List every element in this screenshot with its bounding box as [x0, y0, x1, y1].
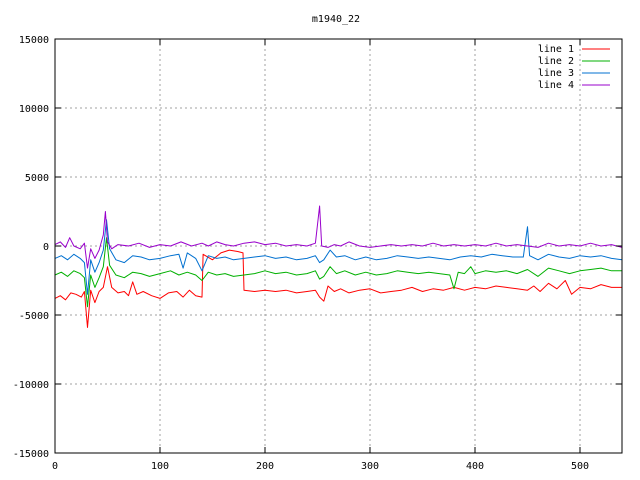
y-tick-label: 15000 [19, 35, 49, 46]
x-tick-label: 400 [466, 461, 484, 472]
series-line-1 [54, 249, 622, 328]
axes: -15000 -10000 -5000 0 5000 10000 15000 0 100 200 3… [13, 35, 622, 472]
y-tick-label: 0 [43, 242, 49, 253]
series-line-2 [54, 237, 622, 308]
y-tick-label: 10000 [19, 104, 49, 115]
chart-title: m1940_22 [312, 14, 360, 25]
series-lines [54, 205, 623, 328]
y-tick-label: -5000 [19, 311, 49, 322]
x-tick-label: 500 [571, 461, 589, 472]
y-tick-label: 5000 [25, 173, 49, 184]
series-line-4 [54, 205, 623, 269]
x-tick-label: 200 [256, 461, 274, 472]
legend-label-4: line 4 [538, 80, 574, 91]
x-tick-label: 100 [151, 461, 169, 472]
legend-label-3: line 3 [538, 68, 574, 79]
x-tick-label: 0 [52, 461, 58, 472]
series-line-3 [54, 219, 623, 295]
grid [55, 39, 622, 453]
legend-label-1: line 1 [538, 44, 574, 55]
legend-label-2: line 2 [538, 56, 574, 67]
x-tick-label: 300 [361, 461, 379, 472]
y-tick-label: -10000 [13, 380, 49, 391]
y-tick-label: -15000 [13, 449, 49, 460]
